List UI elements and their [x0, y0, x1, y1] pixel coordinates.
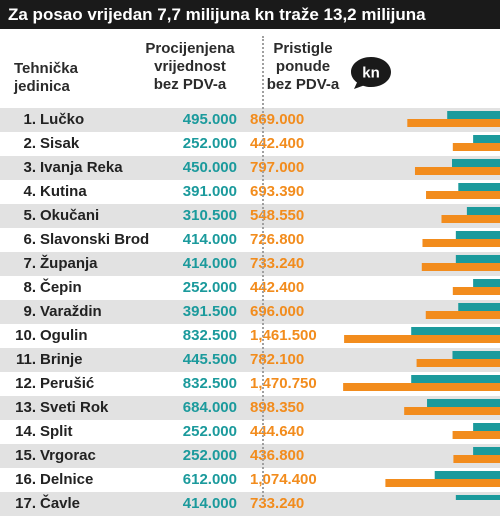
row-estimated-value: 391.500: [182, 303, 237, 320]
row-unit-name: Županja: [40, 255, 98, 272]
row-estimated-value: 310.500: [182, 207, 237, 224]
row-offer-value: 1,461.500: [250, 327, 317, 344]
row-unit-name: Sisak: [40, 135, 80, 152]
row-estimated-value: 832.500: [182, 327, 237, 344]
row-unit-name: Brinje: [40, 351, 83, 368]
table-row: 14. Split 252.000 444.640: [0, 420, 500, 444]
row-unit-name: Varaždin: [40, 303, 102, 320]
column-separator: [262, 36, 264, 500]
row-unit-name: Split: [40, 423, 73, 440]
table-row: 16. Delnice 612.000 1,074.400: [0, 468, 500, 492]
row-unit-name: Ivanja Reka: [40, 159, 123, 176]
row-estimated-value: 495.000: [182, 111, 237, 128]
table-row: 8. Čepin 252.000 442.400: [0, 276, 500, 300]
offers-header-line-3: bez PDV-a: [266, 76, 340, 93]
row-estimated-value: 414.000: [182, 231, 237, 248]
row-estimated-value: 684.000: [182, 399, 237, 416]
table-row: 15. Vrgorac 252.000 436.800: [0, 444, 500, 468]
row-rank: 15.: [15, 447, 36, 464]
row-rank: 10.: [15, 327, 36, 344]
offers-column-header: Pristigle ponude bez PDV-a: [248, 40, 358, 94]
row-rank: 1.: [23, 111, 36, 128]
row-unit-name: Sveti Rok: [40, 399, 109, 416]
row-estimated-value: 252.000: [182, 135, 237, 152]
row-estimated-value: 252.000: [182, 279, 237, 296]
offers-header-line-2: ponude: [275, 58, 331, 75]
table-row: 4. Kutina 391.000 693.390: [0, 180, 500, 204]
row-rank: 2.: [23, 135, 36, 152]
table-row: 17. Čavle 414.000 733.240: [0, 492, 500, 516]
row-rank: 4.: [23, 183, 36, 200]
kn-speech-bubble-icon: kn: [351, 57, 391, 89]
row-rank: 14.: [15, 423, 36, 440]
kn-badge-label: kn: [362, 65, 380, 82]
table-row: 6. Slavonski Brod 414.000 726.800: [0, 228, 500, 252]
table-row: 2. Sisak 252.000 442.400: [0, 132, 500, 156]
table-row: 13. Sveti Rok 684.000 898.350: [0, 396, 500, 420]
table-row: 12. Perušić 832.500 1,470.750: [0, 372, 500, 396]
table-row: 10. Ogulin 832.500 1,461.500: [0, 324, 500, 348]
row-unit-name: Lučko: [40, 111, 85, 128]
estimated-header-line-1: Procijenjena: [145, 40, 235, 57]
row-rank: 9.: [23, 303, 36, 320]
row-estimated-value: 414.000: [182, 495, 237, 512]
row-rank: 5.: [23, 207, 36, 224]
row-unit-name: Okučani: [40, 207, 100, 224]
row-estimated-value: 450.000: [182, 159, 237, 176]
row-rank: 11.: [15, 351, 36, 368]
table-row: 9. Varaždin 391.500 696.000: [0, 300, 500, 324]
table-row: 1. Lučko 495.000 869.000: [0, 108, 500, 132]
chart-title: Za posao vrijedan 7,7 milijuna kn traže …: [0, 0, 500, 29]
row-unit-name: Delnice: [40, 471, 94, 488]
row-offer-value: 1,470.750: [250, 375, 317, 392]
row-unit-name: Ogulin: [40, 327, 88, 344]
row-rank: 16.: [15, 471, 36, 488]
row-unit-name: Čepin: [40, 279, 82, 296]
unit-header-line-2: jedinica: [14, 78, 70, 95]
row-rank: 13.: [15, 399, 36, 416]
row-estimated-value: 612.000: [182, 471, 237, 488]
row-estimated-value: 832.500: [182, 375, 237, 392]
estimated-header-line-2: vrijednost: [154, 58, 226, 75]
row-estimated-value: 252.000: [182, 447, 237, 464]
row-rank: 17.: [15, 495, 36, 512]
row-rank: 12.: [15, 375, 36, 392]
unit-header-line-1: Tehnička: [14, 60, 78, 77]
row-rank: 7.: [23, 255, 36, 272]
row-estimated-value: 414.000: [182, 255, 237, 272]
row-unit-name: Čavle: [40, 495, 81, 512]
row-rank: 6.: [23, 231, 36, 248]
row-estimated-value: 252.000: [182, 423, 237, 440]
row-rank: 3.: [23, 159, 36, 176]
table-row: 7. Županja 414.000 733.240: [0, 252, 500, 276]
offers-header-line-1: Pristigle: [273, 40, 333, 57]
estimated-header-line-3: bez PDV-a: [153, 76, 227, 93]
row-estimated-value: 391.000: [182, 183, 237, 200]
unit-column-header: Tehnička jedinica: [14, 60, 124, 96]
row-unit-name: Slavonski Brod: [40, 231, 150, 248]
row-rank: 8.: [23, 279, 36, 296]
row-unit-name: Kutina: [40, 183, 87, 200]
table-row: 5. Okučani 310.500 548.550: [0, 204, 500, 228]
row-unit-name: Perušić: [40, 375, 95, 392]
estimated-column-header: Procijenjena vrijednost bez PDV-a: [120, 40, 260, 94]
table-row: 11. Brinje 445.500 782.100: [0, 348, 500, 372]
row-estimated-value: 445.500: [182, 351, 237, 368]
row-offer-value: 1,074.400: [250, 471, 317, 488]
table-row: 3. Ivanja Reka 450.000 797.000: [0, 156, 500, 180]
row-unit-name: Vrgorac: [40, 447, 96, 464]
